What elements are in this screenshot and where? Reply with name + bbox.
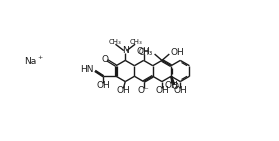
Text: OH: OH <box>164 81 178 90</box>
Text: +: + <box>37 55 43 60</box>
Text: OH: OH <box>116 86 130 95</box>
Text: HN: HN <box>80 65 93 74</box>
Text: OH: OH <box>155 86 169 95</box>
Text: CH₃: CH₃ <box>139 48 153 57</box>
Text: O⁻: O⁻ <box>138 86 150 95</box>
Text: Na: Na <box>24 57 36 66</box>
Text: O: O <box>172 82 179 91</box>
Text: OH: OH <box>97 81 110 90</box>
Text: N: N <box>122 46 129 55</box>
Text: OH: OH <box>137 47 150 56</box>
Text: O: O <box>101 55 108 64</box>
Text: OH: OH <box>174 86 187 95</box>
Text: OH: OH <box>170 48 184 57</box>
Text: CH₃: CH₃ <box>108 39 121 45</box>
Text: CH₃: CH₃ <box>130 39 143 45</box>
